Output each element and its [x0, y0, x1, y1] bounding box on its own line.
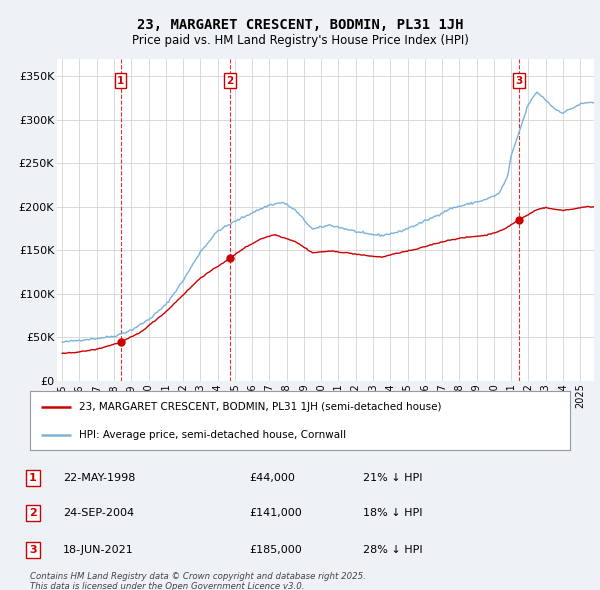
Text: £185,000: £185,000 — [249, 545, 302, 555]
Text: £141,000: £141,000 — [249, 509, 302, 518]
Text: 3: 3 — [29, 545, 37, 555]
Text: 24-SEP-2004: 24-SEP-2004 — [63, 509, 134, 518]
Text: 18-JUN-2021: 18-JUN-2021 — [63, 545, 134, 555]
Text: 22-MAY-1998: 22-MAY-1998 — [63, 473, 136, 483]
Text: 1: 1 — [117, 76, 124, 86]
Text: Contains HM Land Registry data © Crown copyright and database right 2025.: Contains HM Land Registry data © Crown c… — [30, 572, 366, 581]
Text: 18% ↓ HPI: 18% ↓ HPI — [363, 509, 422, 518]
Text: 3: 3 — [515, 76, 523, 86]
Text: £44,000: £44,000 — [249, 473, 295, 483]
Text: 2: 2 — [29, 509, 37, 518]
Text: Price paid vs. HM Land Registry's House Price Index (HPI): Price paid vs. HM Land Registry's House … — [131, 34, 469, 47]
Text: 23, MARGARET CRESCENT, BODMIN, PL31 1JH (semi-detached house): 23, MARGARET CRESCENT, BODMIN, PL31 1JH … — [79, 402, 441, 412]
Text: 21% ↓ HPI: 21% ↓ HPI — [363, 473, 422, 483]
Text: This data is licensed under the Open Government Licence v3.0.: This data is licensed under the Open Gov… — [30, 582, 305, 590]
Text: HPI: Average price, semi-detached house, Cornwall: HPI: Average price, semi-detached house,… — [79, 430, 346, 440]
Text: 23, MARGARET CRESCENT, BODMIN, PL31 1JH: 23, MARGARET CRESCENT, BODMIN, PL31 1JH — [137, 18, 463, 32]
Text: 28% ↓ HPI: 28% ↓ HPI — [363, 545, 422, 555]
Text: 2: 2 — [227, 76, 234, 86]
Text: 1: 1 — [29, 473, 37, 483]
